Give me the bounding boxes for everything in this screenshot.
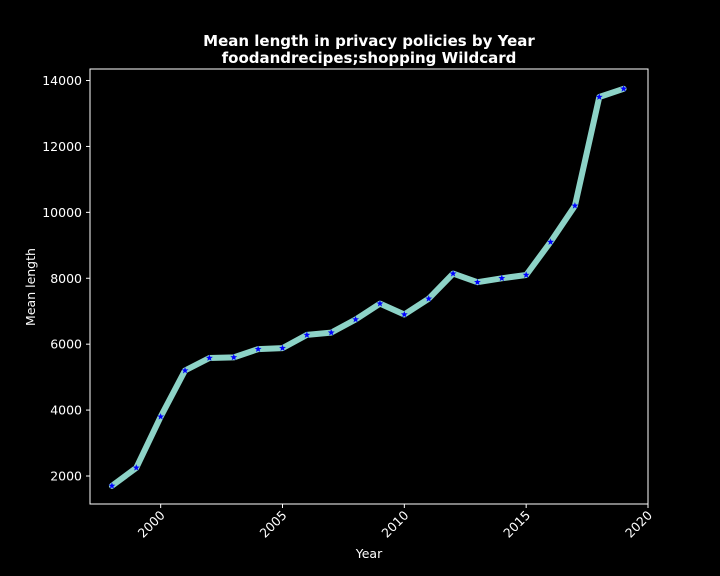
data-point-star	[181, 366, 189, 374]
data-point-star	[400, 310, 408, 318]
y-tick-label: 14000	[42, 73, 82, 88]
data-point-star	[474, 278, 481, 286]
data-point-star	[376, 300, 384, 307]
chart-subtitle: foodandrecipes;shopping Wildcard	[222, 49, 517, 67]
x-axis-label: Year	[355, 546, 383, 561]
y-axis-label: Mean length	[23, 248, 38, 326]
data-point-star	[254, 345, 262, 353]
data-point-star	[425, 295, 433, 302]
y-tick-label: 12000	[42, 139, 82, 154]
data-point-star	[620, 85, 628, 92]
data-point-star	[108, 482, 116, 489]
data-point-star	[327, 329, 335, 336]
y-tick-label: 4000	[50, 403, 82, 418]
axes-frame	[89, 68, 649, 505]
y-tick-label: 6000	[50, 337, 82, 352]
data-point-star	[595, 93, 603, 100]
data-point-star	[498, 274, 506, 282]
y-tick-label: 10000	[42, 205, 82, 220]
data-point-star	[157, 413, 165, 420]
series-line	[108, 85, 627, 489]
data-point-star	[547, 238, 554, 245]
data-point-star	[352, 315, 360, 323]
y-tick-label: 2000	[50, 468, 82, 483]
data-point-star	[449, 270, 457, 277]
data-point-star	[571, 202, 579, 209]
data-point-star	[522, 271, 530, 278]
chart-title: Mean length in privacy policies by Year	[203, 32, 535, 50]
y-tick-label: 8000	[50, 271, 82, 286]
data-point-star	[230, 353, 238, 361]
data-point-star	[279, 344, 286, 352]
data-point-star	[205, 354, 213, 361]
data-point-star	[303, 331, 311, 338]
data-point-star	[132, 464, 140, 471]
